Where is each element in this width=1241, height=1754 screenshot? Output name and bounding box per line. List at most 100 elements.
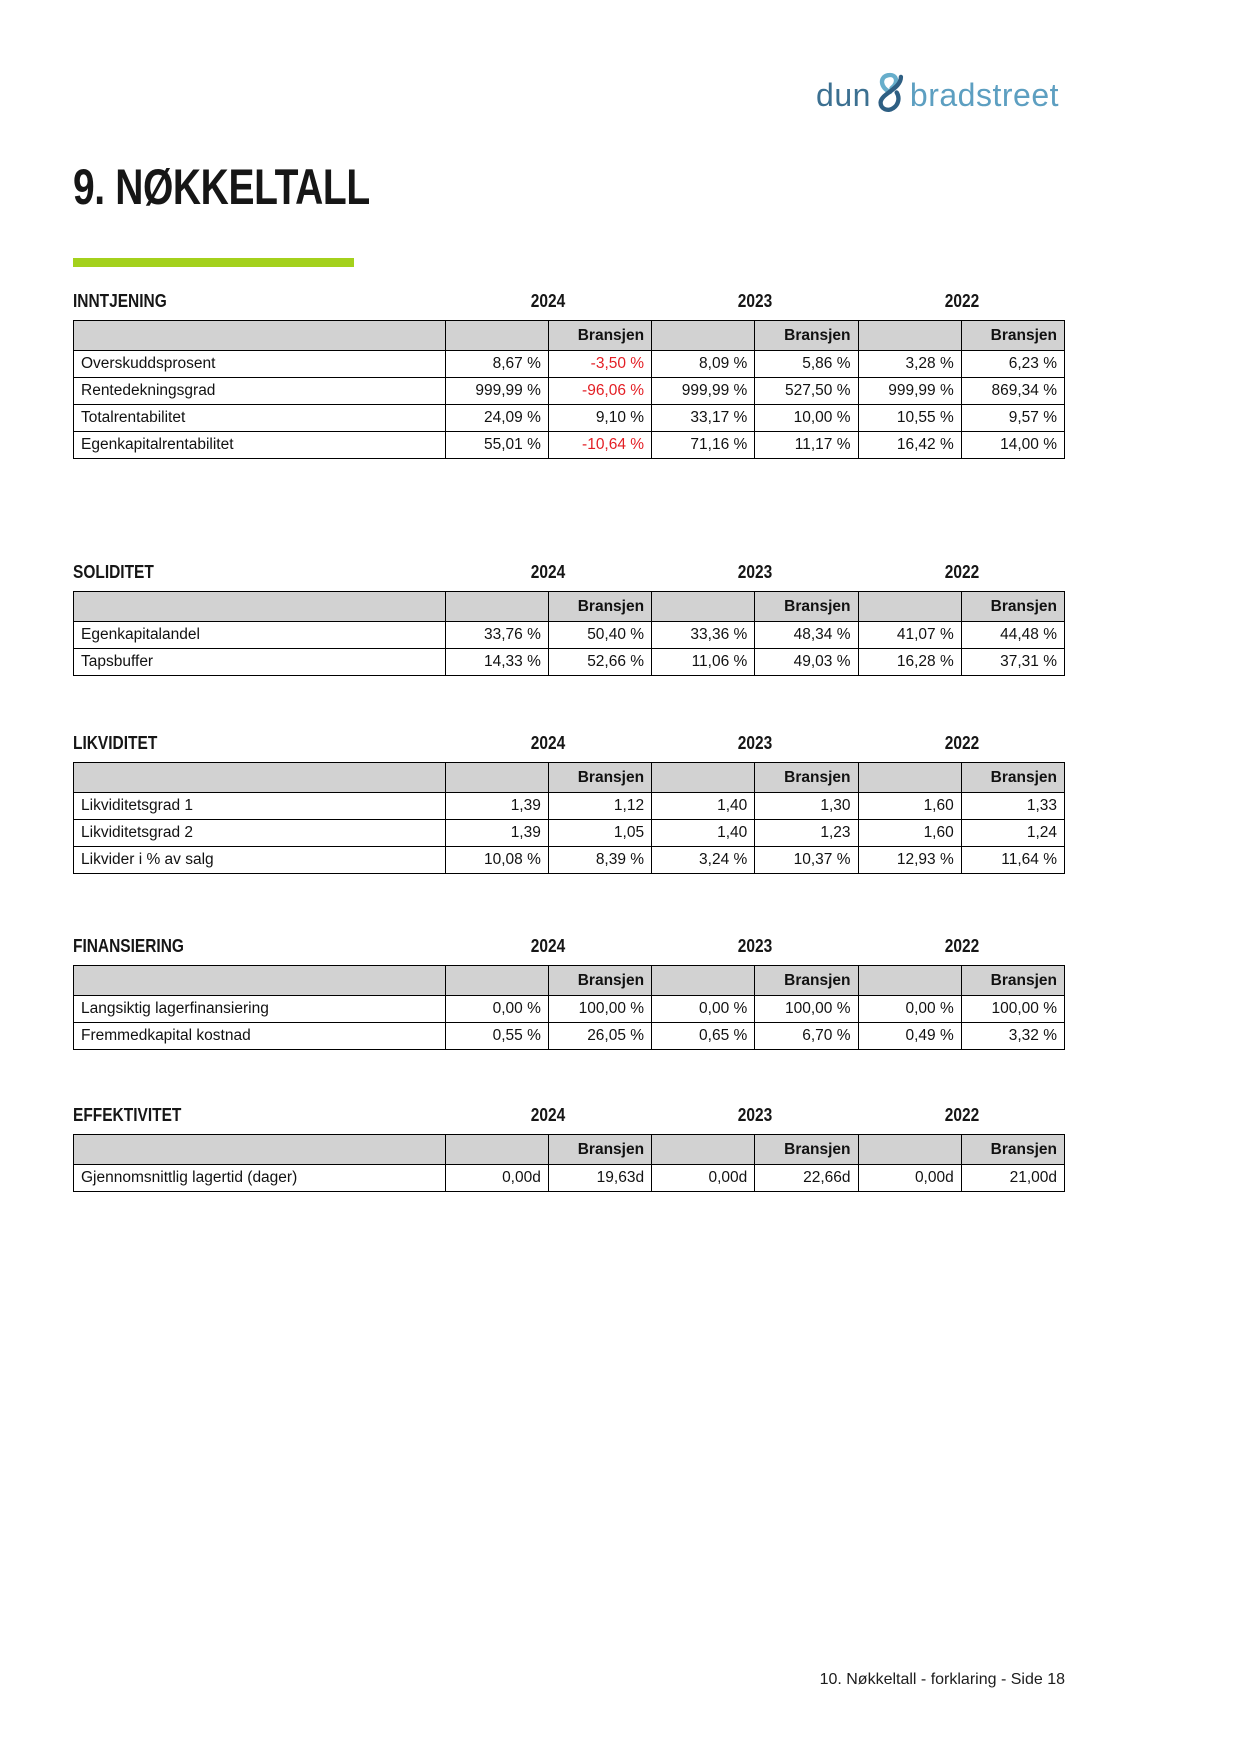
value-cell: 37,31 % <box>960 648 1066 676</box>
table-row: Fremmedkapital kostnad 0,55 % 26,05 % 0,65 … <box>73 1022 1066 1050</box>
section-header-row: EFFEKTIVITET 2024 2023 2022 <box>73 1105 1065 1126</box>
table-head: Bransjen Bransjen Bransjen <box>73 762 1066 793</box>
year-label: 2022 <box>858 733 1065 754</box>
value-cell: 33,76 % <box>444 621 549 649</box>
table-row: Overskuddsprosent 8,67 % -3,50 % 8,09 % 5,86… <box>73 350 1066 378</box>
year-label-text: 2023 <box>737 936 773 956</box>
row-label: Egenkapitalandel <box>73 621 446 649</box>
head-cell-empty <box>73 762 446 793</box>
head-cell-empty <box>651 591 756 622</box>
section-title-text: INNTJENING <box>73 291 167 311</box>
head-cell-bransjen: Bransjen <box>547 591 653 622</box>
value-cell: 1,39 <box>444 792 549 820</box>
year-label: 2023 <box>652 936 859 957</box>
year-label: 2022 <box>858 562 1065 583</box>
sections-container: INNTJENING 2024 2023 2022 Bransjen Bransjen Br… <box>73 0 1066 1754</box>
table-head: Bransjen Bransjen Bransjen <box>73 591 1066 622</box>
year-label: 2024 <box>445 291 652 312</box>
table-body: Egenkapitalandel 33,76 % 50,40 % 33,36 % 48,… <box>73 621 1066 676</box>
value-cell: 0,00d <box>444 1164 549 1192</box>
year-label-text: 2024 <box>531 733 566 753</box>
value-cell: 1,23 <box>754 819 859 847</box>
value-cell: 0,55 % <box>444 1022 549 1050</box>
row-label: Likvider i % av salg <box>73 846 446 874</box>
value-cell: 10,00 % <box>754 404 859 432</box>
value-cell: 10,37 % <box>754 846 859 874</box>
head-cell-empty <box>444 965 549 996</box>
value-cell: 9,57 % <box>960 404 1066 432</box>
kpi-table: Bransjen Bransjen Bransjen Likviditetsgrad … <box>73 762 1066 874</box>
year-label: 2024 <box>445 562 652 583</box>
table-row: Likviditetsgrad 1 1,39 1,12 1,40 1,30 1,60 1,3… <box>73 792 1066 820</box>
value-cell: 0,65 % <box>651 1022 756 1050</box>
value-cell: 6,23 % <box>960 350 1066 378</box>
row-label: Tapsbuffer <box>73 648 446 676</box>
head-cell-bransjen: Bransjen <box>547 1134 653 1165</box>
table-body: Likviditetsgrad 1 1,39 1,12 1,40 1,30 1,60 1,3… <box>73 792 1066 874</box>
head-cell-bransjen: Bransjen <box>754 965 859 996</box>
ampersand-icon <box>871 70 910 120</box>
head-cell-empty <box>444 762 549 793</box>
value-cell: 0,00 % <box>444 995 549 1023</box>
head-cell-empty <box>857 762 962 793</box>
year-label: 2023 <box>652 733 859 754</box>
value-cell: 1,40 <box>651 819 756 847</box>
year-label-text: 2022 <box>944 291 979 311</box>
row-label: Likviditetsgrad 1 <box>73 792 446 820</box>
value-cell: 1,39 <box>444 819 549 847</box>
value-cell: 24,09 % <box>444 404 549 432</box>
section-soliditet: SOLIDITET 2024 2023 2022 Bransjen Bransjen Bra… <box>73 562 1066 676</box>
table-row: Egenkapitalandel 33,76 % 50,40 % 33,36 % 48,… <box>73 621 1066 649</box>
value-cell: 1,24 <box>960 819 1066 847</box>
value-cell: 5,86 % <box>754 350 859 378</box>
table-head: Bransjen Bransjen Bransjen <box>73 320 1066 351</box>
value-cell: 3,32 % <box>960 1022 1066 1050</box>
value-cell: 21,00d <box>960 1164 1066 1192</box>
value-cell: 8,39 % <box>547 846 653 874</box>
value-cell: 8,67 % <box>444 350 549 378</box>
logo-text-dun: dun <box>816 77 871 113</box>
head-cell-bransjen: Bransjen <box>960 965 1066 996</box>
year-label-text: 2023 <box>737 562 773 582</box>
section-effektivitet: EFFEKTIVITET 2024 2023 2022 Bransjen Bransjen… <box>73 1105 1066 1192</box>
value-cell: 22,66d <box>754 1164 859 1192</box>
value-cell: 100,00 % <box>547 995 653 1023</box>
value-cell: 3,28 % <box>857 350 962 378</box>
head-cell-empty <box>857 965 962 996</box>
page-title-text: 9. NØKKELTALL <box>73 159 370 215</box>
value-cell: -96,06 % <box>547 377 653 405</box>
head-cell-bransjen: Bransjen <box>960 320 1066 351</box>
accent-bar <box>73 258 354 267</box>
value-cell: 33,36 % <box>651 621 756 649</box>
value-cell: 11,06 % <box>651 648 756 676</box>
table-head: Bransjen Bransjen Bransjen <box>73 1134 1066 1165</box>
value-cell: 1,60 <box>857 819 962 847</box>
table-head-row: Bransjen Bransjen Bransjen <box>73 591 1066 622</box>
year-label: 2022 <box>858 291 1065 312</box>
row-label: Rentedekningsgrad <box>73 377 446 405</box>
value-cell: 1,12 <box>547 792 653 820</box>
row-label: Fremmedkapital kostnad <box>73 1022 446 1050</box>
table-head-row: Bransjen Bransjen Bransjen <box>73 762 1066 793</box>
value-cell: 71,16 % <box>651 431 756 459</box>
section-header-row: FINANSIERING 2024 2023 2022 <box>73 936 1065 957</box>
value-cell: 26,05 % <box>547 1022 653 1050</box>
row-label: Gjennomsnittlig lagertid (dager) <box>73 1164 446 1192</box>
section-title: SOLIDITET <box>73 562 445 583</box>
value-cell: 19,63d <box>547 1164 653 1192</box>
head-cell-empty <box>73 591 446 622</box>
head-cell-empty <box>651 1134 756 1165</box>
head-cell-empty <box>857 320 962 351</box>
row-label: Langsiktig lagerfinansiering <box>73 995 446 1023</box>
section-title-text: SOLIDITET <box>73 562 154 582</box>
head-cell-bransjen: Bransjen <box>754 591 859 622</box>
value-cell: 48,34 % <box>754 621 859 649</box>
year-label: 2023 <box>652 1105 859 1126</box>
value-cell: 0,00 % <box>857 995 962 1023</box>
value-cell: 999,99 % <box>444 377 549 405</box>
row-label: Overskuddsprosent <box>73 350 446 378</box>
value-cell: 3,24 % <box>651 846 756 874</box>
value-cell: 1,40 <box>651 792 756 820</box>
table-row: Langsiktig lagerfinansiering 0,00 % 100,00… <box>73 995 1066 1023</box>
